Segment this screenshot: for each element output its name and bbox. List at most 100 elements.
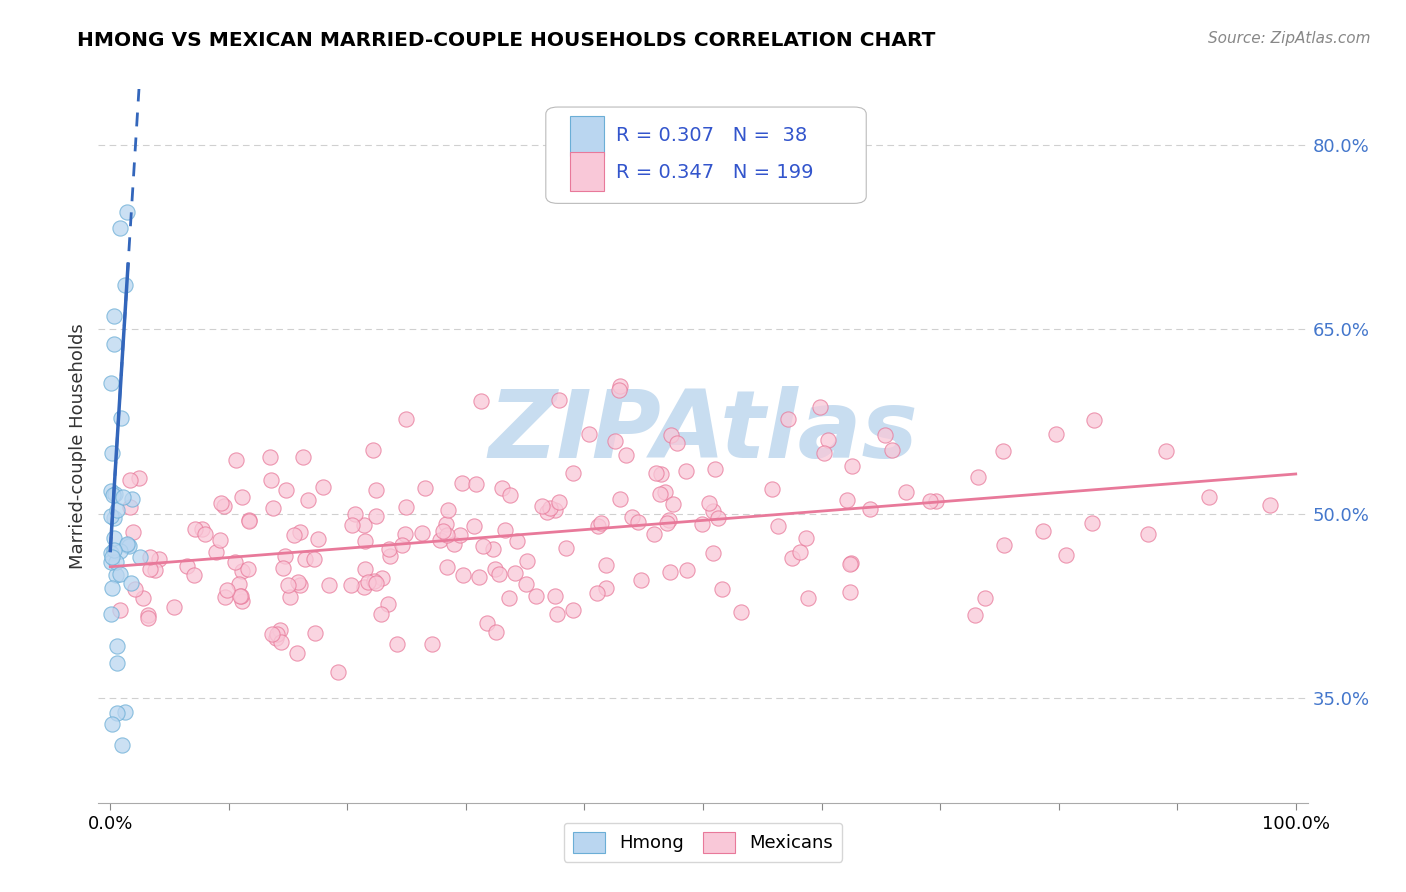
- Point: [463, 518, 485, 533]
- Point: [451, 475, 474, 490]
- Point: [353, 580, 375, 594]
- Point: [993, 538, 1015, 552]
- Point: [163, 600, 186, 615]
- Point: [837, 492, 859, 507]
- Point: [536, 505, 558, 519]
- Point: [121, 492, 143, 507]
- Point: [702, 546, 724, 560]
- Point: [609, 378, 631, 392]
- Point: [107, 706, 129, 720]
- Point: [290, 524, 312, 539]
- Point: [609, 491, 631, 506]
- Point: [859, 502, 882, 516]
- Point: [209, 533, 232, 548]
- Point: [595, 581, 617, 595]
- Point: [139, 562, 162, 576]
- Point: [143, 563, 166, 577]
- Point: [665, 436, 688, 450]
- Point: [108, 603, 131, 617]
- Point: [364, 576, 387, 591]
- Point: [395, 500, 418, 514]
- Point: [491, 481, 513, 495]
- Point: [128, 471, 150, 485]
- Point: [468, 570, 491, 584]
- Point: [101, 488, 124, 502]
- Point: [191, 522, 214, 536]
- Point: [307, 532, 329, 546]
- Point: [297, 493, 319, 508]
- Point: [875, 428, 897, 442]
- Point: [103, 542, 125, 557]
- Point: [443, 537, 465, 551]
- Point: [515, 577, 537, 591]
- Point: [104, 555, 127, 569]
- Point: [259, 450, 281, 464]
- Point: [918, 494, 941, 508]
- Point: [702, 504, 724, 518]
- Point: [183, 568, 205, 582]
- Point: [312, 480, 335, 494]
- Point: [262, 500, 284, 515]
- Point: [231, 589, 253, 603]
- Point: [991, 443, 1014, 458]
- Point: [1083, 413, 1105, 427]
- Point: [627, 515, 650, 529]
- Point: [363, 574, 385, 588]
- Point: [111, 490, 134, 504]
- Point: [484, 562, 506, 576]
- Text: Source: ZipAtlas.com: Source: ZipAtlas.com: [1208, 31, 1371, 46]
- Point: [1054, 548, 1077, 562]
- Point: [104, 487, 127, 501]
- Point: [111, 739, 134, 753]
- Point: [340, 577, 363, 591]
- Point: [780, 550, 803, 565]
- Point: [118, 539, 141, 553]
- Point: [516, 554, 538, 568]
- Point: [101, 446, 124, 460]
- FancyBboxPatch shape: [546, 107, 866, 203]
- Point: [429, 533, 451, 548]
- Point: [524, 589, 547, 603]
- Point: [100, 376, 122, 390]
- Point: [841, 458, 863, 473]
- Point: [650, 467, 672, 482]
- Point: [808, 401, 831, 415]
- Point: [103, 510, 125, 524]
- Point: [318, 578, 340, 592]
- Point: [115, 538, 138, 552]
- Point: [100, 508, 122, 523]
- Point: [277, 578, 299, 592]
- Point: [270, 634, 292, 648]
- Point: [100, 607, 122, 621]
- Point: [122, 525, 145, 540]
- Point: [353, 562, 375, 576]
- Point: [880, 443, 903, 458]
- Point: [225, 453, 247, 467]
- Point: [578, 427, 600, 442]
- Point: [436, 527, 458, 541]
- Point: [838, 558, 860, 572]
- Point: [692, 516, 714, 531]
- Text: ZIPAtlas: ZIPAtlas: [488, 385, 918, 478]
- Point: [108, 220, 131, 235]
- Point: [136, 611, 159, 625]
- Point: [378, 541, 401, 556]
- Point: [1032, 524, 1054, 538]
- Point: [965, 607, 987, 622]
- Point: [1198, 490, 1220, 504]
- Point: [464, 477, 486, 491]
- Point: [499, 488, 522, 502]
- Point: [485, 624, 508, 639]
- Point: [264, 631, 287, 645]
- Point: [453, 568, 475, 582]
- Point: [340, 517, 363, 532]
- Point: [411, 526, 433, 541]
- Point: [562, 603, 585, 617]
- Point: [437, 502, 460, 516]
- Point: [105, 503, 128, 517]
- Point: [538, 500, 561, 515]
- Point: [273, 561, 295, 575]
- Point: [131, 591, 153, 606]
- Point: [291, 450, 314, 464]
- Point: [1154, 444, 1177, 458]
